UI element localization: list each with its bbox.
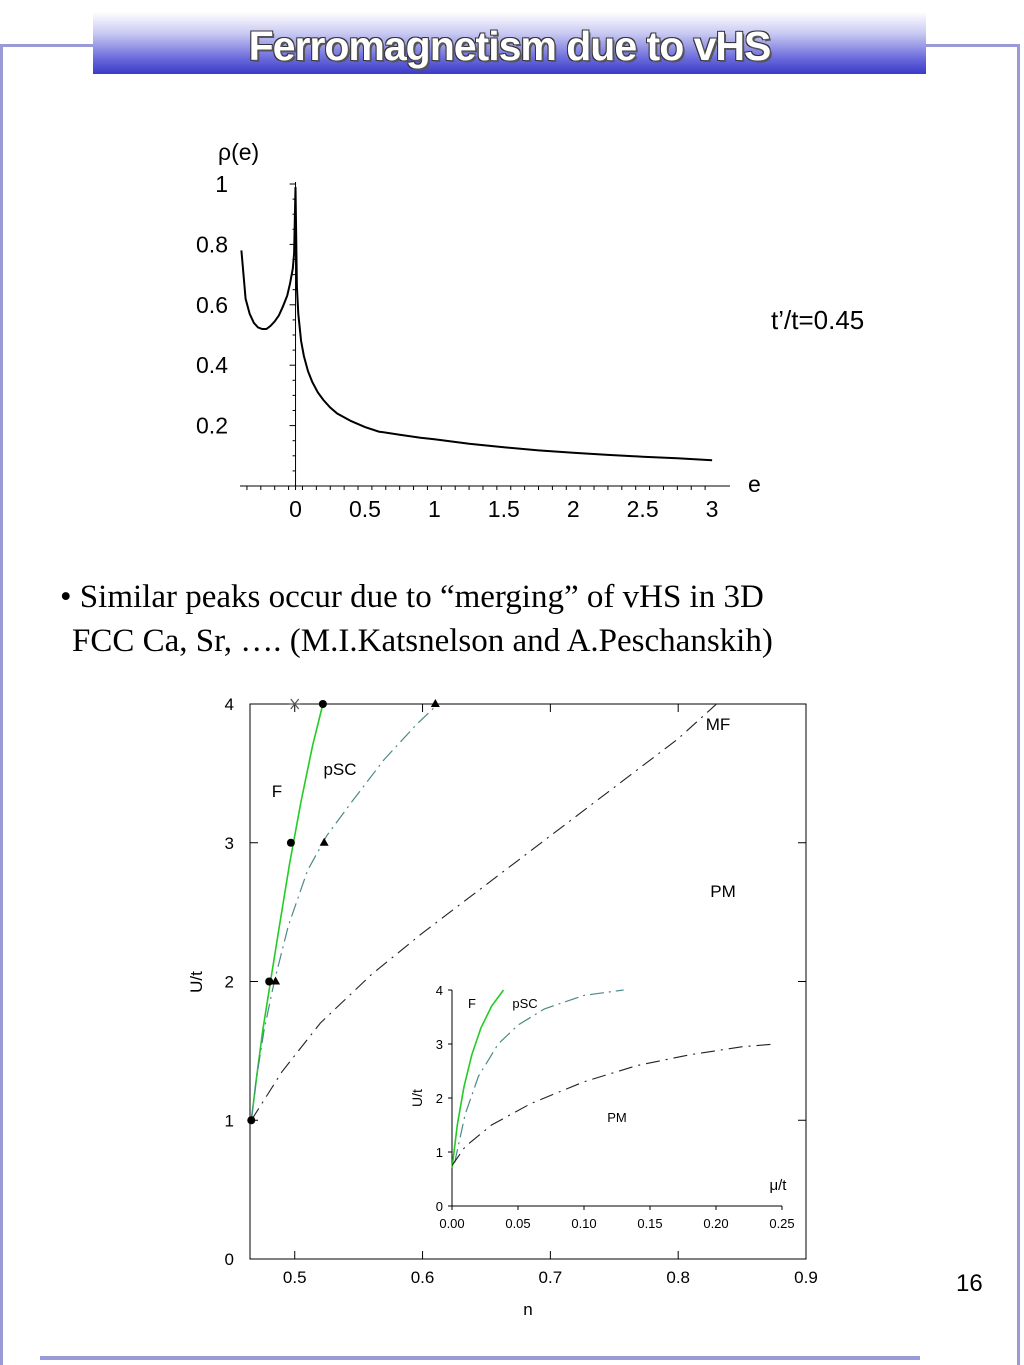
bullet-point: • Similar peaks occur due to “merging” o… — [60, 575, 960, 663]
circle-marker — [286, 838, 295, 847]
y-tick-label: 3 — [225, 834, 234, 853]
y-tick-label: 0 — [225, 1250, 234, 1269]
x-tick-label: 0.5 — [283, 1268, 307, 1287]
triangle-marker — [271, 976, 281, 985]
x-tick-label: 0.6 — [411, 1268, 435, 1287]
frame-top-left-border — [0, 44, 94, 47]
boundary-curve-mf — [250, 703, 717, 1121]
page-number: 16 — [956, 1270, 983, 1297]
inset-x-tick-label: 0.05 — [505, 1216, 530, 1231]
inset-y-axis-title: U/t — [409, 1089, 425, 1107]
circle-marker — [247, 1116, 256, 1125]
inset-x-tick-label: 0.10 — [571, 1216, 596, 1231]
x-tick-label: 0.8 — [666, 1268, 690, 1287]
x-tick-label: 1 — [428, 496, 441, 522]
inset-y-tick-label: 0 — [436, 1199, 443, 1214]
y-tick-label: 0.8 — [196, 231, 228, 257]
inset-x-tick-label: 0.25 — [769, 1216, 794, 1231]
region-label-f: F — [272, 782, 282, 801]
y-axis-title: U/t — [187, 971, 206, 993]
y-tick-label: 1 — [225, 1111, 234, 1130]
x-tick-label: 2 — [567, 496, 580, 522]
inset-y-tick-label: 4 — [436, 983, 443, 998]
x-tick-label: 0.5 — [349, 496, 381, 522]
y-axis-title: ρ(e) — [218, 139, 259, 165]
inset-boundary-curve-f — [451, 989, 505, 1169]
y-tick-label: 0.2 — [196, 413, 228, 439]
frame-right-border — [1017, 44, 1020, 1365]
x-axis-title: n — [523, 1300, 532, 1319]
x-axis-title: e — [748, 471, 761, 497]
inset-region-label-f: F — [468, 996, 476, 1011]
region-label-mf: MF — [706, 715, 731, 734]
inset-y-tick-label: 1 — [436, 1145, 443, 1160]
star-marker — [288, 698, 301, 710]
y-tick-label: 4 — [225, 695, 234, 714]
y-tick-label: 2 — [225, 973, 234, 992]
inset-boundary-curve-pm — [451, 1043, 776, 1166]
frame-top-right-border — [926, 44, 1020, 47]
region-label-pm: PM — [710, 882, 736, 901]
slide-title: Ferromagnetism due to vHS — [248, 23, 772, 69]
inset-x-axis-title: μ/t — [770, 1177, 788, 1194]
x-tick-label: 0.7 — [539, 1268, 563, 1287]
inset-region-label-pm: PM — [607, 1110, 627, 1125]
x-tick-label: 0 — [289, 496, 302, 522]
y-tick-label: 0.6 — [196, 292, 228, 318]
dos-curve — [240, 186, 713, 462]
inset-y-tick-label: 2 — [436, 1091, 443, 1106]
circle-marker — [265, 977, 274, 986]
frame-left-border — [0, 44, 3, 1365]
y-tick-label: 1 — [215, 171, 228, 197]
x-tick-label: 3 — [706, 496, 719, 522]
inset-y-tick-label: 3 — [436, 1037, 443, 1052]
inset-boundary-curve-psc — [454, 989, 624, 1163]
plot-frame — [249, 703, 807, 1260]
x-tick-label: 1.5 — [488, 496, 520, 522]
y-tick-label: 0.4 — [196, 352, 228, 378]
inset-x-tick-label: 0.00 — [439, 1216, 464, 1231]
inset-x-tick-label: 0.20 — [703, 1216, 728, 1231]
bullet-line-1: • Similar peaks occur due to “merging” o… — [60, 579, 764, 615]
inset-region-label-psc: pSC — [512, 996, 537, 1011]
boundary-curve-f — [250, 703, 324, 1121]
frame-bottom-border — [40, 1356, 920, 1360]
region-label-psc: pSC — [323, 760, 356, 779]
x-tick-label: 0.9 — [794, 1268, 818, 1287]
density-of-states-chart: 0 0.5 1 1.5 2 2.5 3 0.2 0.4 0.6 0.8 1 ρ(e) e — [196, 139, 761, 522]
bullet-line-2: FCC Ca, Sr, …. (M.I.Katsnelson and A.Pes… — [72, 623, 773, 659]
triangle-marker — [319, 837, 329, 846]
ratio-label: t’/t=0.45 — [771, 305, 865, 335]
inset-x-tick-label: 0.15 — [637, 1216, 662, 1231]
circle-marker — [318, 700, 327, 708]
title-bar: Ferromagnetism due to vHS — [93, 12, 926, 74]
x-tick-label: 2.5 — [627, 496, 659, 522]
triangle-marker — [430, 699, 440, 707]
